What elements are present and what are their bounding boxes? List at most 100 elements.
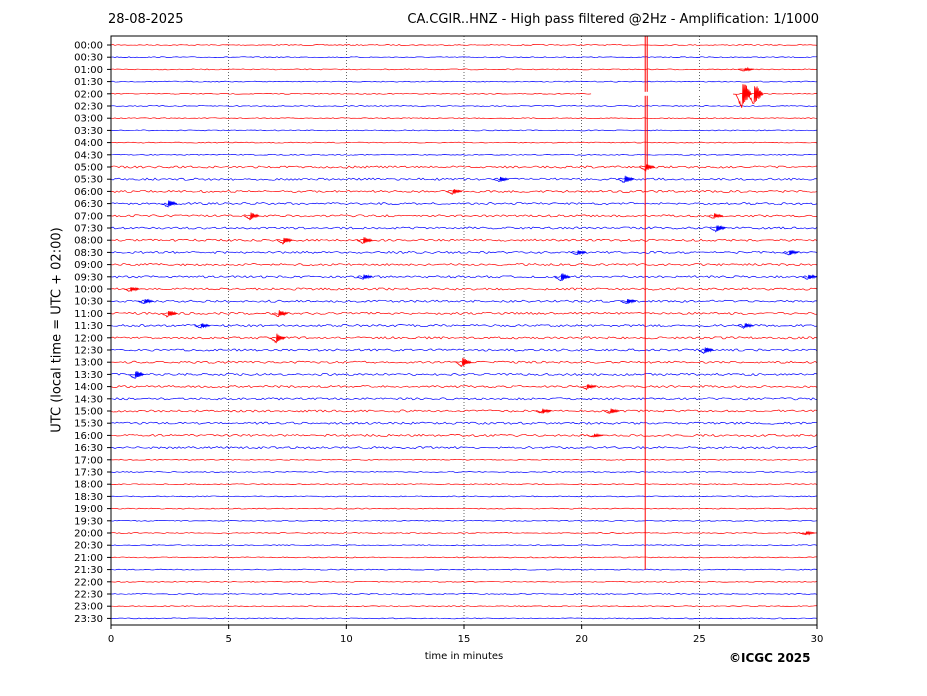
y-tick-label: 16:30 [74, 443, 103, 454]
event-burst [161, 310, 178, 318]
trace-05:00 [110, 165, 818, 169]
event-burst [269, 333, 286, 344]
date-label: 28-08-2025 [108, 12, 184, 27]
trace-03:30 [110, 129, 818, 132]
y-tick-label: 11:30 [74, 321, 103, 332]
y-tick-label: 17:30 [74, 468, 103, 479]
y-tick-label: 15:30 [74, 419, 103, 430]
trace-01:30 [110, 80, 818, 83]
y-tick-label: 03:00 [74, 114, 103, 125]
trace-04:30 [110, 153, 818, 156]
x-tick-label: 10 [340, 634, 353, 645]
y-tick-label: 09:00 [74, 260, 103, 271]
vertical-grid [228, 36, 700, 625]
y-tick-label: 03:30 [74, 126, 103, 137]
trace-19:00 [110, 507, 818, 510]
y-tick-label: 13:00 [74, 358, 103, 369]
y-tick-label: 06:00 [74, 187, 103, 198]
copyright-label: ©ICGC 2025 [729, 651, 811, 665]
spike-layer [591, 36, 733, 570]
x-tick-label: 25 [693, 634, 706, 645]
x-tick-label: 5 [225, 634, 231, 645]
trace-03:00 [110, 117, 818, 120]
y-tick-label: 23:30 [74, 614, 103, 625]
trace-layer [110, 44, 818, 620]
y-tick-label: 00:30 [74, 53, 103, 64]
y-tick-label: 20:00 [74, 529, 103, 540]
y-tick-label: 09:30 [74, 272, 103, 283]
trace-23:00 [110, 605, 818, 608]
event-burst [446, 189, 463, 195]
y-tick-label: 15:00 [74, 407, 103, 418]
y-tick-label: 14:00 [74, 382, 103, 393]
trace-17:00 [110, 458, 818, 461]
x-tick-label: 30 [811, 634, 824, 645]
trace-12:00 [110, 336, 818, 340]
trace-22:00 [110, 580, 818, 583]
event-burst [617, 175, 634, 183]
event-burst [243, 212, 260, 221]
y-tick-label: 14:30 [74, 394, 103, 405]
y-tick-label: 05:30 [74, 175, 103, 186]
trace-09:30 [110, 275, 818, 279]
event-burst [801, 274, 818, 280]
trace-11:00 [110, 311, 818, 315]
y-tick-label: 10:00 [74, 285, 103, 296]
y-tick-label: 06:30 [74, 199, 103, 210]
y-tick-label: 21:30 [74, 565, 103, 576]
trace-22:30 [110, 593, 818, 595]
chart-title: CA.CGIR..HNZ - High pass filtered @2Hz -… [407, 12, 819, 27]
event-burst [128, 371, 145, 380]
trace-02:30 [110, 105, 818, 107]
y-tick-label: 08:30 [74, 248, 103, 259]
x-tick-label: 15 [458, 634, 471, 645]
y-tick-label: 23:00 [74, 602, 103, 613]
x-axis-label: time in minutes [424, 651, 504, 662]
trace-21:30 [110, 568, 818, 571]
y-tick-label: 12:30 [74, 346, 103, 357]
trace-04:00 [110, 141, 818, 144]
trace-05:30 [110, 177, 818, 181]
trace-13:30 [110, 372, 818, 376]
y-tick-label: 00:00 [74, 41, 103, 52]
x-tick-label: 0 [108, 634, 114, 645]
y-tick-label: 07:30 [74, 224, 103, 235]
event-burst [737, 66, 754, 72]
y-tick-label: 22:30 [74, 590, 103, 601]
event-burst [620, 298, 637, 304]
trace-gap [591, 91, 733, 96]
trace-17:30 [110, 471, 818, 473]
event-burst [455, 357, 472, 368]
y-tick-label: 22:00 [74, 577, 103, 588]
y-tick-label: 21:00 [74, 553, 103, 564]
event-burst [603, 408, 620, 414]
y-axis-label: UTC (local time = UTC + 02:00) [49, 227, 65, 433]
event-burst [639, 164, 656, 172]
y-tick-label: 17:00 [74, 455, 103, 466]
trace-09:00 [110, 263, 818, 267]
event-burst [799, 530, 815, 536]
trace-07:30 [110, 226, 818, 230]
trace-21:00 [111, 556, 818, 559]
y-tick-label: 11:00 [74, 309, 103, 320]
trace-01:00 [110, 68, 818, 71]
x-tick-label: 20 [575, 634, 588, 645]
trace-00:00 [110, 44, 818, 46]
trace-08:00 [110, 238, 818, 242]
y-tick-label: 18:30 [74, 492, 103, 503]
event-burst [493, 176, 510, 183]
y-tick-label: 20:30 [74, 541, 103, 552]
y-tick-label: 19:30 [74, 516, 103, 527]
event-burst [782, 249, 799, 256]
trace-06:00 [110, 189, 818, 193]
y-tick-label: 12:00 [74, 333, 103, 344]
event-burst [137, 298, 154, 305]
trace-23:30 [110, 617, 818, 620]
trace-16:00 [110, 433, 818, 437]
event-burst [747, 86, 764, 104]
trace-18:00 [110, 483, 818, 486]
y-tick-label: 19:00 [74, 504, 103, 515]
trace-10:00 [110, 287, 818, 291]
trace-18:30 [110, 495, 818, 498]
event-burst [554, 273, 571, 282]
